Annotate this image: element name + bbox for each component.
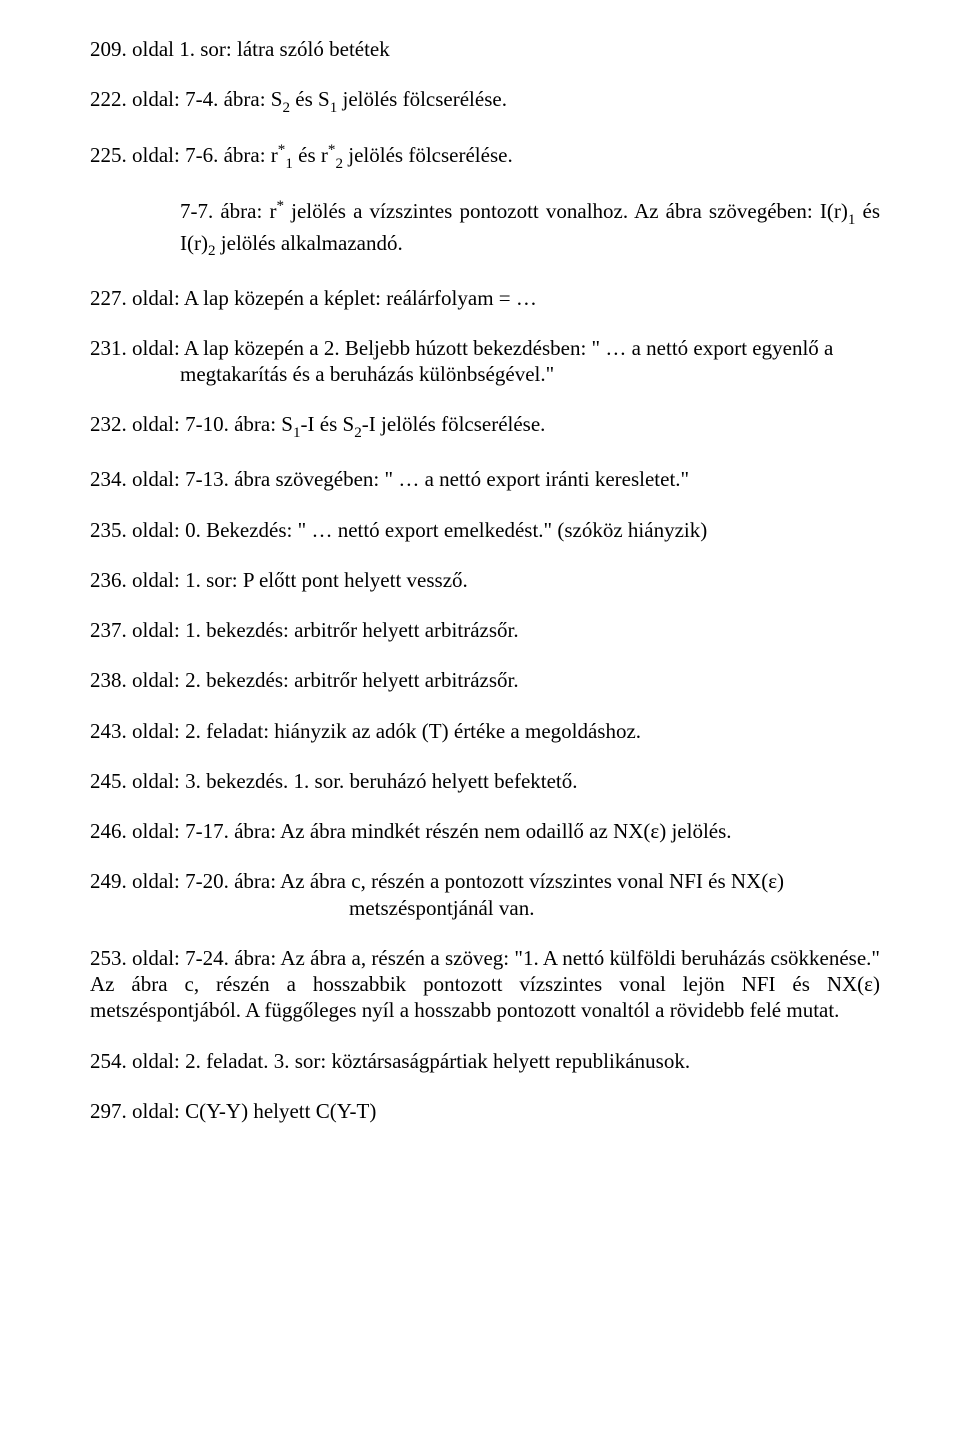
errata-line-indented: 7-7. ábra: r* jelölés a vízszintes ponto… [180, 197, 880, 260]
errata-line: 238. oldal: 2. bekezdés: arbitrőr helyet… [90, 667, 880, 693]
subscript: 1 [285, 156, 293, 172]
text: 249. oldal: 7-20. ábra: Az ábra c, részé… [90, 869, 784, 919]
text: jelölés fölcserélése. [337, 87, 507, 111]
subscript: 1 [293, 425, 301, 441]
errata-line: 243. oldal: 2. feladat: hiányzik az adók… [90, 718, 880, 744]
text: 253. oldal: 7-24. ábra: Az ábra a, részé… [90, 946, 880, 1023]
subscript: 2 [282, 100, 290, 116]
subscript: 2 [354, 425, 362, 441]
text: 246. oldal: 7-17. ábra: Az ábra mindkét … [90, 819, 732, 843]
errata-line: 234. oldal: 7-13. ábra szövegében: " … a… [90, 466, 880, 492]
errata-line: 245. oldal: 3. bekezdés. 1. sor. beruház… [90, 768, 880, 794]
errata-line: 297. oldal: C(Y-Y) helyett C(Y-T) [90, 1098, 880, 1124]
errata-line: 254. oldal: 2. feladat. 3. sor: köztársa… [90, 1048, 880, 1074]
text: 222. oldal: 7-4. ábra: S [90, 87, 282, 111]
text: és S [290, 87, 330, 111]
text: 297. oldal: C(Y-Y) helyett C(Y-T) [90, 1099, 376, 1123]
text: -I és S [301, 412, 355, 436]
text: 237. oldal: 1. bekezdés: arbitrőr helyet… [90, 618, 519, 642]
errata-line: 232. oldal: 7-10. ábra: S1-I és S2-I jel… [90, 411, 880, 442]
text: 245. oldal: 3. bekezdés. 1. sor. beruház… [90, 769, 578, 793]
subscript: 2 [208, 243, 216, 259]
text: jelölés a vízszintes pontozott vonalhoz.… [284, 199, 848, 223]
errata-line: 237. oldal: 1. bekezdés: arbitrőr helyet… [90, 617, 880, 643]
text: 225. oldal: 7-6. ábra: r [90, 143, 278, 167]
superscript: * [276, 198, 284, 214]
text: 7-7. ábra: r [180, 199, 276, 223]
errata-line: 227. oldal: A lap közepén a képlet: reál… [90, 285, 880, 311]
subscript: 1 [330, 100, 338, 116]
errata-line: 236. oldal: 1. sor: P előtt pont helyett… [90, 567, 880, 593]
text: 254. oldal: 2. feladat. 3. sor: köztársa… [90, 1049, 690, 1073]
text: 232. oldal: 7-10. ábra: S [90, 412, 293, 436]
text: 209. oldal 1. sor: látra szóló betétek [90, 37, 390, 61]
text: -I jelölés fölcserélése. [362, 412, 546, 436]
text: 243. oldal: 2. feladat: hiányzik az adók… [90, 719, 641, 743]
text: 231. oldal: A lap közepén a 2. Beljebb h… [90, 336, 833, 386]
errata-line-hanging: 231. oldal: A lap közepén a 2. Beljebb h… [90, 335, 880, 388]
errata-line: 246. oldal: 7-17. ábra: Az ábra mindkét … [90, 818, 880, 844]
text: 236. oldal: 1. sor: P előtt pont helyett… [90, 568, 468, 592]
text: 235. oldal: 0. Bekezdés: " … nettó expor… [90, 518, 707, 542]
errata-line: 249. oldal: 7-20. ábra: Az ábra c, részé… [90, 868, 880, 921]
text: 238. oldal: 2. bekezdés: arbitrőr helyet… [90, 668, 519, 692]
subscript: 1 [848, 212, 856, 228]
errata-line: 222. oldal: 7-4. ábra: S2 és S1 jelölés … [90, 86, 880, 117]
text: és r [293, 143, 328, 167]
text: 234. oldal: 7-13. ábra szövegében: " … a… [90, 467, 689, 491]
subscript: 2 [335, 156, 343, 172]
errata-line: 253. oldal: 7-24. ábra: Az ábra a, részé… [90, 945, 880, 1024]
text: 227. oldal: A lap közepén a képlet: reál… [90, 286, 537, 310]
errata-line: 209. oldal 1. sor: látra szóló betétek [90, 36, 880, 62]
text: jelölés alkalmazandó. [216, 231, 403, 255]
errata-line: 225. oldal: 7-6. ábra: r*1 és r*2 jelölé… [90, 141, 880, 173]
errata-line: 235. oldal: 0. Bekezdés: " … nettó expor… [90, 517, 880, 543]
text: jelölés fölcserélése. [343, 143, 513, 167]
